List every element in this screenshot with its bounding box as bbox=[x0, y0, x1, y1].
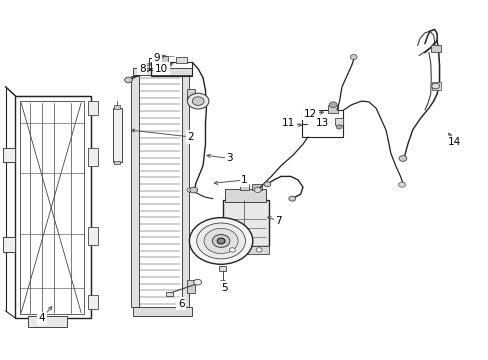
Bar bbox=[88, 226, 98, 244]
Bar bbox=[187, 89, 194, 101]
Bar bbox=[15, 96, 91, 318]
Bar bbox=[27, 316, 66, 327]
Bar bbox=[334, 118, 343, 126]
Circle shape bbox=[189, 187, 197, 193]
Bar bbox=[219, 266, 225, 271]
Bar bbox=[88, 101, 98, 116]
Circle shape bbox=[217, 238, 224, 244]
Text: 14: 14 bbox=[447, 138, 460, 147]
Circle shape bbox=[203, 228, 238, 253]
Circle shape bbox=[288, 196, 295, 201]
Circle shape bbox=[186, 188, 192, 192]
Bar bbox=[3, 237, 15, 252]
Circle shape bbox=[212, 234, 229, 247]
Bar bbox=[88, 295, 98, 309]
Text: 6: 6 bbox=[178, 299, 184, 309]
Text: 10: 10 bbox=[155, 64, 168, 74]
Bar bbox=[252, 184, 262, 190]
Circle shape bbox=[229, 248, 235, 252]
Bar bbox=[133, 68, 191, 75]
Bar bbox=[114, 105, 120, 109]
Bar bbox=[430, 45, 441, 51]
Bar bbox=[328, 105, 337, 113]
Text: 2: 2 bbox=[187, 132, 194, 142]
Text: 1: 1 bbox=[241, 175, 247, 185]
Text: 9: 9 bbox=[153, 53, 160, 63]
Bar bbox=[133, 307, 191, 316]
Bar bbox=[302, 110, 343, 137]
Circle shape bbox=[254, 188, 261, 193]
Text: 12: 12 bbox=[303, 109, 316, 119]
Bar bbox=[3, 148, 15, 162]
Text: 3: 3 bbox=[226, 153, 233, 163]
Circle shape bbox=[329, 102, 336, 108]
Text: 4: 4 bbox=[39, 313, 45, 323]
Bar bbox=[131, 76, 139, 307]
Circle shape bbox=[193, 279, 201, 285]
Bar bbox=[239, 184, 249, 190]
Bar bbox=[113, 108, 122, 162]
Bar bbox=[114, 161, 120, 163]
Circle shape bbox=[187, 93, 208, 109]
Bar bbox=[151, 62, 192, 76]
Bar bbox=[160, 56, 168, 62]
Circle shape bbox=[264, 182, 270, 187]
Text: 11: 11 bbox=[281, 118, 294, 128]
Bar bbox=[224, 189, 266, 202]
Bar bbox=[166, 292, 173, 296]
Text: 13: 13 bbox=[315, 118, 328, 128]
Circle shape bbox=[398, 156, 406, 161]
Bar bbox=[88, 148, 98, 166]
Bar bbox=[20, 101, 83, 315]
Bar bbox=[224, 246, 268, 253]
Circle shape bbox=[431, 83, 439, 89]
Circle shape bbox=[349, 54, 356, 59]
Text: 7: 7 bbox=[275, 216, 282, 226]
Circle shape bbox=[124, 77, 132, 83]
Circle shape bbox=[256, 248, 262, 252]
Text: 8: 8 bbox=[139, 64, 145, 74]
Circle shape bbox=[398, 182, 405, 187]
Bar bbox=[222, 200, 268, 246]
Circle shape bbox=[196, 223, 245, 259]
Bar bbox=[135, 72, 183, 309]
Circle shape bbox=[192, 97, 203, 105]
Bar bbox=[182, 76, 189, 307]
Bar bbox=[431, 82, 440, 90]
Circle shape bbox=[189, 218, 252, 264]
Text: 5: 5 bbox=[221, 283, 228, 293]
Circle shape bbox=[335, 125, 341, 129]
Bar bbox=[187, 280, 194, 293]
Bar bbox=[176, 57, 186, 63]
